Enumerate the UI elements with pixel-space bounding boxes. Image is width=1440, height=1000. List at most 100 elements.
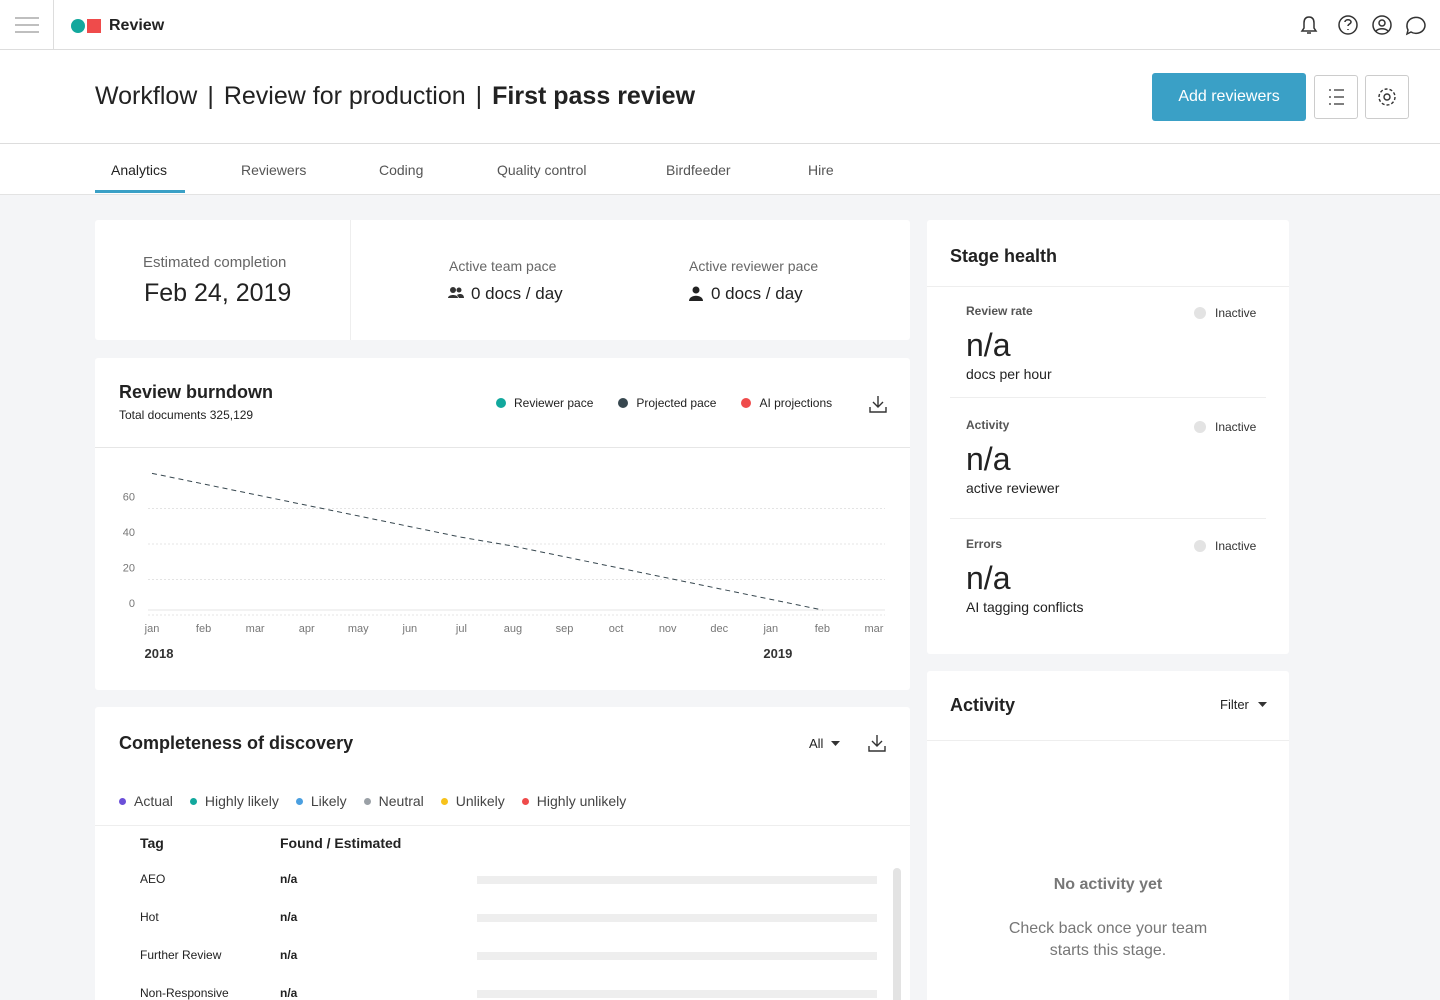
x-tick-label: aug [504,623,522,635]
legend-item: Unlikely [440,793,505,809]
legend: Reviewer pace Projected pace AI projection… [496,396,832,410]
legend-swatch [618,398,629,408]
header-icons[interactable] [1300,13,1430,39]
tab[interactable]: Birdfeeder [666,162,731,178]
filter-dropdown[interactable]: All [809,736,841,751]
progress-track [477,990,877,998]
top-bar: Review [0,0,1440,50]
settings-button[interactable] [1365,75,1409,119]
legend-swatch [189,797,197,805]
y-tick-label: 40 [123,527,135,539]
status-dot [1194,307,1206,319]
found-value: n/a [280,986,298,1000]
y-tick-label: 20 [123,563,135,575]
progress-track [477,952,877,960]
breadcrumb-item[interactable]: Workflow [95,82,198,110]
menu-icon[interactable] [15,16,39,34]
divider [350,220,351,340]
x-tick-label: jan [762,623,778,635]
add-reviewers-button[interactable]: Add reviewers [1152,73,1306,121]
chart: 0 20 40 60 jan feb mar apr may jun jul aug sep oct nov… [123,472,885,661]
x-tick-label: may [348,623,369,635]
legend-item: Neutral [363,793,424,809]
breadcrumb-item[interactable]: Review for production [223,82,466,110]
x-tick-label: oct [609,623,624,635]
tab[interactable]: Analytics [111,162,168,178]
legend-label: Likely [310,793,347,809]
x-tick-label: mar [246,623,265,635]
chart-title: Review burndown [119,382,274,402]
legend-label: Projected pace [636,396,717,410]
x-tick-label: feb [196,623,211,635]
stat-value: 0 docs / day [471,284,563,303]
x-tick-label: jan [144,623,160,635]
y-tick-label: 0 [129,598,135,610]
status-dot [1194,421,1206,433]
found-value: n/a [280,910,298,924]
chart-subtitle: Total documents 325,129 [119,408,254,422]
list-button[interactable] [1314,75,1358,119]
divider [95,825,910,826]
metric-label: Activity [966,418,1010,432]
app-name: Review [109,17,165,34]
tab[interactable]: Quality control [497,162,587,178]
metric-unit: active reviewer [966,480,1060,496]
legend-swatch [119,797,126,805]
tag-name: Hot [140,910,159,924]
legend-swatch [741,398,752,408]
tab[interactable]: Reviewers [241,162,307,178]
filter-label: Filter [1220,697,1249,712]
burndown-card: Review burndown Total documents 325,129 … [95,358,910,690]
legend-label: Highly likely [204,793,279,809]
divider [95,447,910,448]
legend-item: Likely [295,793,347,809]
download-icon[interactable] [868,394,888,414]
metric-unit: AI tagging conflicts [966,599,1084,615]
metric-status: Inactive [1215,420,1257,434]
x-tick-label: apr [299,623,315,635]
card-title: Activity [950,695,1016,715]
legend-item: Projected pace [618,396,716,410]
series-line [151,472,823,611]
stat-value: Feb 24, 2019 [144,279,292,307]
download-icon[interactable] [867,733,887,753]
filter-label: All [809,736,824,751]
tab[interactable]: Coding [379,162,424,178]
legend-label: Neutral [378,793,424,809]
card-title: Completeness of discovery [119,733,354,753]
year-label: 2018 [145,646,174,661]
column-header: Tag [140,835,164,851]
legend-swatch [521,797,529,805]
completeness-card: Completeness of discovery All Actual High… [95,707,910,1000]
legend-swatch [295,797,303,805]
summary-card: Estimated completion Feb 24, 2019 Active… [95,220,910,340]
found-value: n/a [280,948,298,962]
legend-label: AI projections [759,396,833,410]
legend: Actual Highly likely Likely Neutral Unlikely… [119,793,626,809]
progress-track [477,914,877,922]
user-icon [689,286,703,301]
year-label: 2019 [763,646,792,661]
x-tick-label: jun [402,623,418,635]
x-tick-label: feb [815,623,830,635]
breadcrumb-separator: | [475,82,483,110]
filter-dropdown[interactable]: Filter [1220,697,1267,712]
logo [71,19,101,33]
tab-bar: Analytics Reviewers Coding Quality control B… [0,144,1440,195]
tag-name: Further Review [140,948,222,962]
page-header: Workflow | Review for production | First pas… [0,50,1440,144]
progress-track [477,876,877,884]
y-tick-label: 60 [123,492,135,504]
empty-text: Check back once your team starts this st… [1008,920,1208,959]
divider [950,518,1266,519]
x-tick-label: nov [659,623,677,635]
x-tick-label: dec [710,623,728,635]
scrollbar[interactable] [893,868,901,1000]
empty-title: No activity yet [1053,876,1163,893]
metric-value: n/a [966,327,1011,363]
legend-item: Reviewer pace [496,396,593,410]
tag-table: Tag Found / Estimated AEO n/a Hot n/a Further … [95,826,910,1000]
metric-label: Review rate [966,304,1033,318]
tab[interactable]: Hire [808,162,834,178]
